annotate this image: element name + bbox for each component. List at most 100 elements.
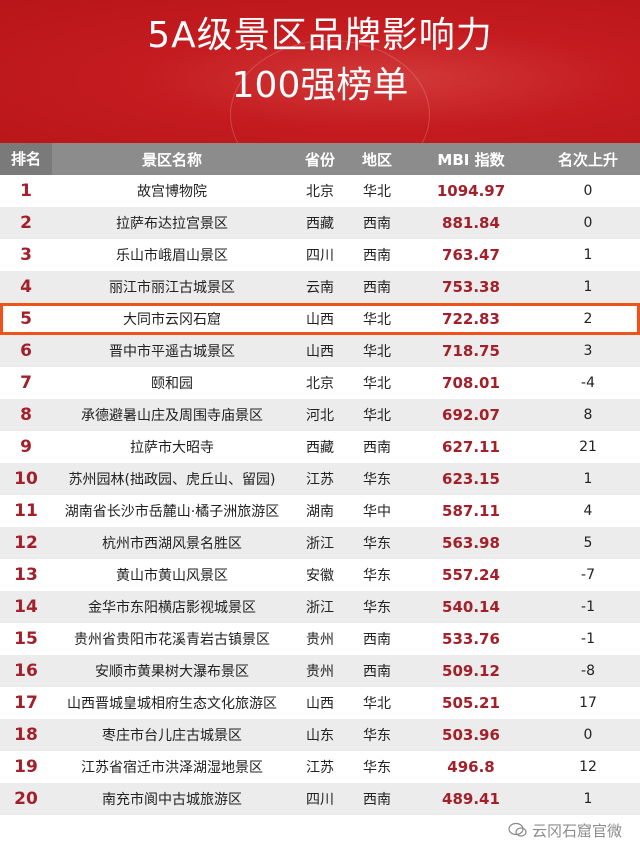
table-row: 13 黄山市黄山风景区 安徽 华东 557.24 -7 [0,559,640,591]
cell-province: 山西 [306,312,334,328]
cell-region: 西南 [363,792,391,808]
cell-region: 华北 [363,344,391,360]
watermark: 云冈石窟官微 [508,819,622,841]
cell-rank-change: 21 [579,439,597,455]
cell-province: 北京 [306,184,334,200]
cell-rank: 4 [20,277,32,297]
cell-mbi: 692.07 [442,406,500,424]
cell-name: 拉萨布达拉宫景区 [116,216,228,232]
cell-mbi: 627.11 [442,438,500,456]
title-banner: 5A级景区品牌影响力 100强榜单 [0,0,640,143]
cell-province: 北京 [306,376,334,392]
cell-region: 华东 [363,600,391,616]
cell-province: 浙江 [306,536,334,552]
cell-mbi: 509.12 [442,662,500,680]
table-row: 17 山西晋城皇城相府生态文化旅游区 山西 华北 505.21 17 [0,687,640,719]
cell-province: 山西 [306,696,334,712]
cell-rank: 19 [14,757,38,777]
cell-name: 故宫博物院 [137,184,207,200]
cell-province: 云南 [306,280,334,296]
cell-mbi: 708.01 [442,374,500,392]
table-row: 6 晋中市平遥古城景区 山西 华北 718.75 3 [0,335,640,367]
cell-province: 河北 [306,408,334,424]
cell-region: 西南 [363,632,391,648]
cell-region: 华北 [363,408,391,424]
table-row: 20 南充市阆中古城旅游区 四川 西南 489.41 1 [0,783,640,815]
cell-province: 山东 [306,728,334,744]
cell-rank-change: -1 [581,599,595,615]
cell-rank-change: 1 [583,247,593,263]
table-header: 排名 景区名称 省份 地区 MBI 指数 名次上升 [0,143,640,175]
cell-rank: 7 [20,373,32,393]
cell-name: 丽江市丽江古城景区 [109,280,235,296]
cell-name: 枣庄市台儿庄古城景区 [102,728,242,744]
cell-name: 贵州省贵阳市花溪青岩古镇景区 [74,632,270,648]
cell-rank-change: 12 [579,759,597,775]
cell-rank-change: 1 [583,791,593,807]
cell-name: 江苏省宿迁市洪泽湖湿地景区 [81,760,263,776]
cell-rank: 1 [20,181,32,201]
header-mbi: MBI 指数 [437,150,505,169]
cell-mbi: 881.84 [442,214,500,232]
cell-rank: 12 [14,533,38,553]
cell-rank-change: -1 [581,631,595,647]
cell-rank: 16 [14,661,38,681]
cell-rank: 6 [20,341,32,361]
cell-rank-change: 2 [583,311,593,327]
cell-rank-change: -4 [581,375,595,391]
cell-region: 华东 [363,568,391,584]
cell-rank-change: 0 [583,727,593,743]
cell-mbi: 489.41 [442,790,500,808]
cell-province: 安徽 [306,568,334,584]
cell-name: 拉萨市大昭寺 [130,440,214,456]
cell-name: 颐和园 [151,376,193,392]
cell-name: 苏州园林(拙政园、虎丘山、留园) [68,472,276,488]
cell-mbi: 496.8 [447,758,495,776]
cell-province: 西藏 [306,216,334,232]
cell-rank: 5 [20,309,32,329]
header-rank-change: 名次上升 [557,150,618,169]
cell-rank: 20 [14,789,38,809]
cell-region: 华北 [363,312,391,328]
table-row: 15 贵州省贵阳市花溪青岩古镇景区 贵州 西南 533.76 -1 [0,623,640,655]
cell-province: 西藏 [306,440,334,456]
cell-region: 华东 [363,472,391,488]
cell-region: 华北 [363,696,391,712]
cell-region: 西南 [363,440,391,456]
cell-rank-change: 5 [583,535,593,551]
cell-rank-change: 0 [583,183,593,199]
cell-rank: 13 [14,565,38,585]
table-row: 8 承德避暑山庄及周围寺庙景区 河北 华北 692.07 8 [0,399,640,431]
table-row: 4 丽江市丽江古城景区 云南 西南 753.38 1 [0,271,640,303]
cell-rank: 9 [20,437,32,457]
cell-rank-change: 1 [583,279,593,295]
header-province: 省份 [304,150,335,169]
cell-name: 湖南省长沙市岳麓山·橘子洲旅游区 [64,504,280,520]
cell-rank-change: -7 [581,567,595,583]
cell-mbi: 503.96 [442,726,500,744]
table-row: 1 故宫博物院 北京 华北 1094.97 0 [0,175,640,207]
cell-province: 山西 [306,344,334,360]
cell-rank: 2 [20,213,32,233]
cell-region: 华东 [363,728,391,744]
cell-name: 金华市东阳横店影视城景区 [88,600,256,616]
cell-name: 乐山市峨眉山景区 [116,248,228,264]
cell-mbi: 540.14 [442,598,500,616]
cell-name: 黄山市黄山风景区 [116,568,228,584]
cell-region: 华中 [363,504,391,520]
cell-province: 浙江 [306,600,334,616]
cell-province: 贵州 [306,664,334,680]
cell-rank-change: 1 [583,471,593,487]
cell-rank: 18 [14,725,38,745]
table-row: 18 枣庄市台儿庄古城景区 山东 华东 503.96 0 [0,719,640,751]
cell-region: 华北 [363,376,391,392]
cell-rank-change: 17 [579,695,597,711]
table-row: 11 湖南省长沙市岳麓山·橘子洲旅游区 湖南 华中 587.11 4 [0,495,640,527]
cell-province: 贵州 [306,632,334,648]
cell-rank-change: 0 [583,215,593,231]
cell-name: 承德避暑山庄及周围寺庙景区 [81,408,263,424]
table-body: 1 故宫博物院 北京 华北 1094.97 0 2 拉萨布达拉宫景区 西藏 西南 881.84 0 3 乐… [0,175,640,815]
table-row: 10 苏州园林(拙政园、虎丘山、留园) 江苏 华东 623.15 1 [0,463,640,495]
table-row: 12 杭州市西湖风景名胜区 浙江 华东 563.98 5 [0,527,640,559]
cell-name: 杭州市西湖风景名胜区 [102,536,242,552]
